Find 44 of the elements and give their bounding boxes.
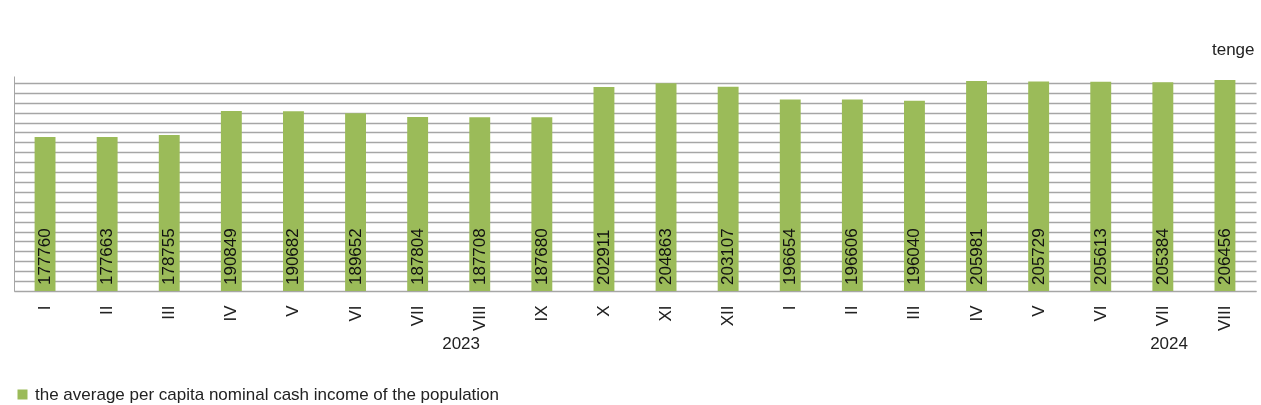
data-label: 205729 [1028, 228, 1048, 285]
data-label: 203107 [718, 228, 738, 285]
data-label: 206456 [1214, 228, 1234, 285]
data-label: 189652 [345, 228, 365, 285]
data-label: 202911 [593, 229, 613, 285]
x-tick-label: VI [345, 305, 365, 322]
data-label: 196040 [904, 228, 924, 285]
data-label: 177663 [97, 228, 117, 285]
x-tick-label: VII [407, 305, 427, 327]
text: 2023 [442, 334, 481, 354]
data-label: 205384 [1152, 228, 1172, 285]
data-label: 190849 [221, 228, 241, 285]
data-label: 178755 [159, 228, 179, 285]
x-tick-label: VIII [1214, 305, 1234, 332]
data-label: 177760 [35, 228, 55, 285]
x-tick-label: IV [966, 304, 986, 322]
x-tick-label: VIII [469, 305, 489, 332]
data-label: 187680 [531, 228, 551, 285]
data-label: 187708 [469, 228, 489, 285]
data-label: 190682 [283, 228, 303, 285]
text: 2024 [1150, 334, 1188, 354]
data-label: 196606 [842, 228, 862, 285]
data-label: 205981 [966, 228, 986, 285]
x-tick-label: XI [656, 305, 676, 322]
x-tick-label: VII [1152, 305, 1172, 327]
x-tick-label: VI [1090, 305, 1110, 322]
x-tick-label: V [1028, 304, 1048, 317]
x-tick-label: II [842, 305, 862, 315]
x-tick-label: V [283, 304, 303, 317]
x-tick-label: X [593, 305, 613, 317]
data-label: 196654 [780, 228, 800, 285]
x-tick-label: IV [221, 304, 241, 322]
x-tick-label: III [904, 305, 924, 320]
data-label: 204863 [656, 228, 676, 285]
x-tick-label: XII [718, 305, 738, 327]
x-tick-label: I [35, 305, 55, 311]
legend-label: the average per capita nominal cash income of the population [35, 384, 500, 404]
x-tick-label: I [780, 305, 800, 311]
x-tick-label: IX [531, 305, 551, 322]
data-label: 205613 [1090, 228, 1110, 285]
y-axis-title: tenge [1211, 39, 1255, 59]
data-label: 187804 [407, 228, 427, 285]
x-tick-label: III [159, 305, 179, 320]
x-tick-label: II [97, 305, 117, 315]
